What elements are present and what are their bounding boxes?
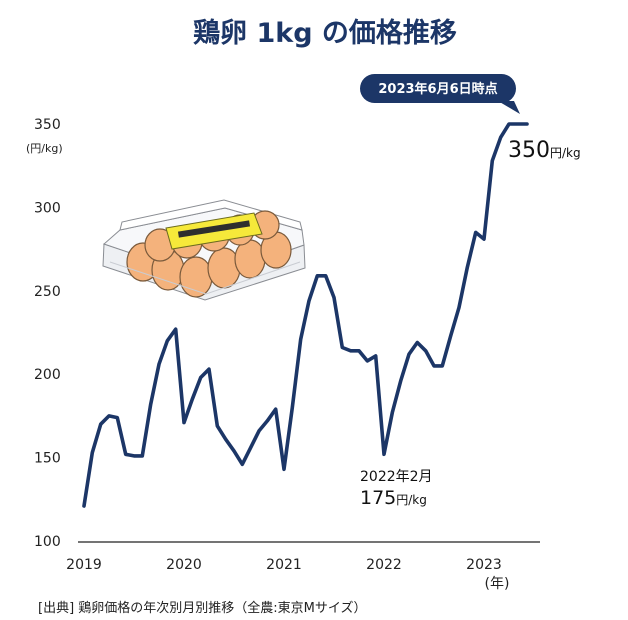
data-point [399, 379, 402, 383]
data-point [99, 423, 102, 426]
data-point [441, 364, 444, 368]
data-point [249, 446, 252, 449]
data-point [266, 419, 269, 423]
x-tick-labels: 2019 2020 2021 2022 2023 [66, 557, 502, 573]
data-point [282, 468, 286, 471]
data-point [416, 341, 419, 344]
chart-title: 鶏卵 1kg の価格推移 [193, 18, 457, 49]
data-point [457, 306, 461, 309]
data-point [382, 453, 386, 456]
data-point [207, 368, 211, 371]
end-value-annotation: 350円/kg [508, 138, 581, 163]
x-axis-unit: (年) [485, 576, 510, 592]
source-note: [出典] 鶏卵価格の年次別月別推移（全農:東京Mサイズ） [38, 600, 366, 616]
data-point [124, 453, 127, 456]
x-tick-label: 2020 [166, 557, 202, 573]
data-point [307, 299, 311, 302]
data-point [391, 411, 394, 414]
data-point [499, 136, 502, 139]
data-point [82, 504, 86, 508]
x-tick-label: 2023 [466, 557, 502, 573]
data-point [366, 359, 369, 363]
end-unit: 円/kg [550, 146, 581, 160]
data-point [482, 237, 486, 241]
data-point [407, 353, 411, 356]
y-tick-label: 300 [34, 200, 61, 216]
data-point [257, 429, 261, 433]
y-axis-unit: (円/kg) [26, 142, 63, 155]
data-point [274, 408, 277, 411]
data-point [199, 376, 202, 379]
y-tick-label: 350 [34, 117, 61, 133]
data-point [474, 231, 477, 234]
data-point [516, 122, 519, 126]
price-series-line [82, 122, 529, 508]
data-point [291, 406, 294, 409]
x-tick-label: 2021 [266, 557, 302, 573]
feb2022-value-annotation: 175円/kg [360, 487, 427, 509]
data-point [157, 363, 161, 366]
data-point [132, 454, 136, 458]
data-point [316, 274, 319, 277]
data-point [182, 421, 186, 424]
data-point [357, 349, 361, 352]
data-points [82, 122, 529, 508]
y-tick-label: 100 [34, 534, 61, 550]
data-point [116, 416, 119, 419]
data-point [324, 274, 327, 277]
feb2022-label: 2022年2月 [360, 469, 433, 485]
data-point [525, 122, 529, 126]
data-point [174, 328, 177, 331]
data-point [224, 438, 227, 441]
y-tick-label: 250 [34, 284, 61, 300]
x-tick-label: 2019 [66, 557, 102, 573]
data-point [432, 364, 436, 368]
egg-carton-illustration [102, 199, 306, 301]
x-tick-label: 2022 [366, 557, 402, 573]
data-point [91, 451, 94, 454]
y-tick-label: 150 [34, 451, 61, 467]
data-point [466, 266, 469, 269]
data-point [191, 398, 194, 401]
data-point [507, 122, 511, 126]
data-point [332, 296, 336, 299]
data-point [141, 454, 144, 458]
data-point [349, 349, 352, 352]
data-point [299, 338, 302, 341]
data-point [424, 349, 427, 352]
callout-text: 2023年6月6日時点 [378, 81, 497, 97]
end-value: 350 [508, 138, 550, 163]
data-point [491, 159, 494, 162]
data-point [374, 354, 377, 358]
data-point [232, 449, 236, 453]
data-point [341, 346, 344, 349]
feb2022-value: 175 [360, 487, 396, 509]
y-tick-labels: 100 150 200 250 300 350 [34, 117, 61, 550]
data-point [107, 414, 111, 418]
date-callout: 2023年6月6日時点 [360, 74, 520, 114]
data-point [166, 339, 169, 342]
feb2022-unit: 円/kg [396, 493, 427, 507]
y-tick-label: 200 [34, 367, 61, 383]
data-point [149, 403, 152, 406]
data-point [216, 424, 219, 428]
data-point [241, 463, 244, 466]
data-point [449, 334, 452, 337]
